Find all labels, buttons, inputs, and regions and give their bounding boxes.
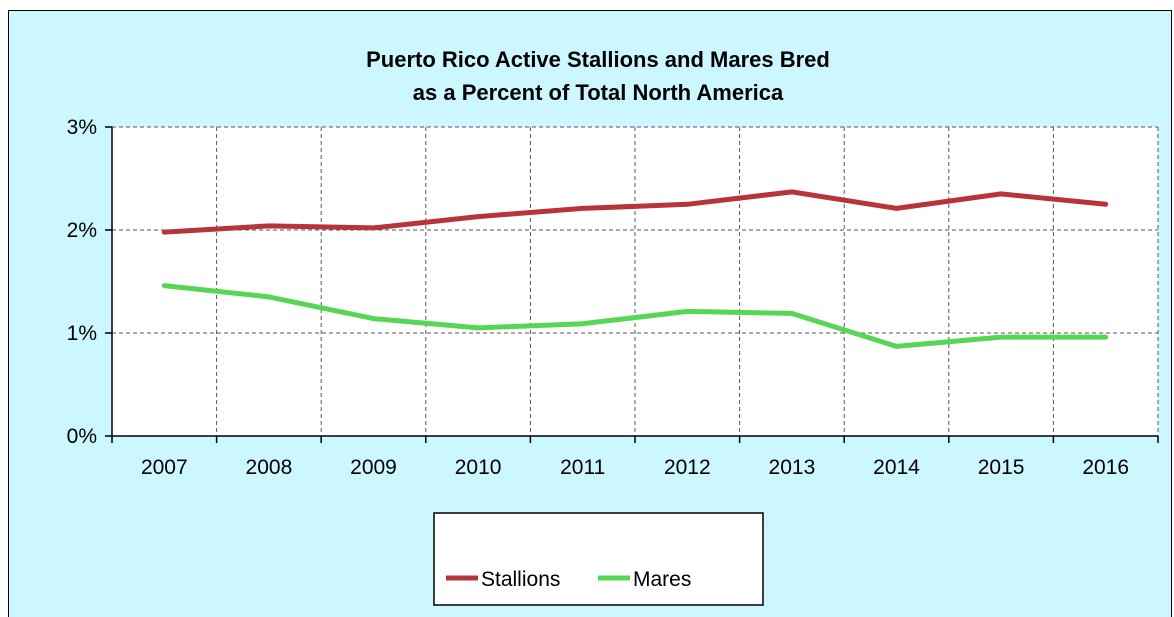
x-tick-label: 2014 <box>873 456 920 479</box>
y-tick-label: 2% <box>67 219 97 242</box>
chart-title-line-2: as a Percent of Total North America <box>413 80 784 105</box>
x-tick-label: 2015 <box>978 456 1025 479</box>
grid <box>112 126 1159 436</box>
y-tick-label: 3% <box>67 116 97 139</box>
chart-title-line-1: Puerto Rico Active Stallions and Mares B… <box>366 47 830 72</box>
y-tick-label: 1% <box>67 322 97 345</box>
axes: 0% 1% 2% 3% 2007 2008 2009 2010 2011 2012 2013 2014… <box>67 116 1159 479</box>
x-tick-label: 2012 <box>664 456 711 479</box>
x-tick-label: 2010 <box>455 456 502 479</box>
series-line-stallions <box>161 189 1109 235</box>
series-line-mares <box>161 283 1109 349</box>
x-tick-label: 2016 <box>1082 456 1129 479</box>
x-tick-label: 2008 <box>246 456 293 479</box>
x-tick-label: 2007 <box>141 456 188 479</box>
x-tick-label: 2013 <box>769 456 816 479</box>
legend: Stallions Mares <box>433 512 764 606</box>
legend-stallions-label: Stallions <box>481 568 560 591</box>
series <box>161 189 1109 349</box>
legend-box <box>433 512 764 606</box>
legend-mares-label: Mares <box>633 568 691 591</box>
x-tick-label: 2009 <box>350 456 397 479</box>
y-tick-label: 0% <box>67 425 97 448</box>
x-tick-label: 2011 <box>560 456 605 479</box>
